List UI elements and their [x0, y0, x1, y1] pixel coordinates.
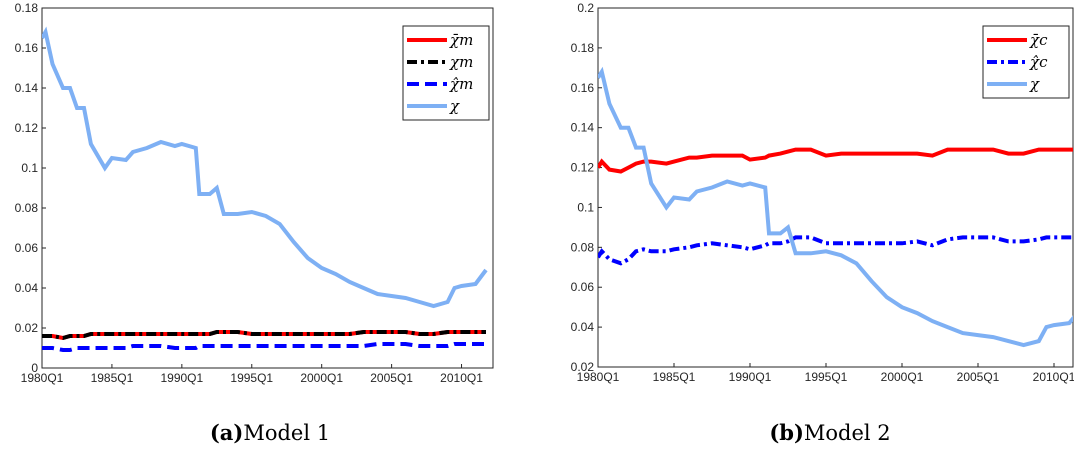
chart: 0 0.02 0.04 0.06 0.08 0.1 0.12 0.14 0.16 0.18 1980… — [15, 1, 494, 445]
y-tick-label: 0.06 — [571, 280, 595, 294]
y-tick-label: 0.18 — [15, 1, 39, 15]
y-tick-label: 0.18 — [571, 41, 595, 55]
caption-label: (a) — [210, 420, 243, 445]
y-tick-label: 0.12 — [15, 121, 39, 135]
x-tick-label: 1980Q1 — [577, 370, 620, 384]
caption-text: Model 1 — [243, 421, 330, 445]
caption-text: Model 2 — [804, 421, 891, 445]
caption-label: (b) — [769, 420, 804, 445]
legend-label: χm — [449, 53, 473, 71]
legend-label: χ — [1029, 75, 1040, 93]
y-tick-label: 0.16 — [571, 81, 595, 95]
series-line — [42, 26, 488, 309]
x-tick-label: 1985Q1 — [91, 371, 134, 385]
x-tick-label: 2010Q1 — [440, 371, 483, 385]
x-tick-label: 1990Q1 — [729, 370, 772, 384]
y-tick-label: 0.1 — [21, 161, 38, 175]
y-tick-label: 0.14 — [571, 121, 595, 135]
caption: (a)Model 1 — [210, 420, 330, 445]
legend-label: χ̄c — [1029, 31, 1048, 49]
x-tick-label: 1990Q1 — [160, 371, 203, 385]
series-line — [598, 235, 1073, 266]
lines — [598, 66, 1073, 348]
x-tick-label: 2010Q1 — [1033, 370, 1074, 384]
x-tick-label: 1995Q1 — [805, 370, 848, 384]
x-tick-label: 2005Q1 — [957, 370, 1000, 384]
series-line — [42, 342, 486, 352]
legend-label: χ̄m — [449, 31, 473, 49]
y-tick-label: 0.2 — [577, 1, 594, 15]
series-line — [42, 330, 486, 341]
x-tick-label: 1985Q1 — [653, 370, 696, 384]
caption: (b)Model 2 — [769, 420, 890, 445]
lines — [42, 26, 488, 352]
x-tick-label: 2005Q1 — [370, 371, 413, 385]
x-tick-label: 1980Q1 — [21, 371, 64, 385]
y-tick-label: 0.16 — [15, 41, 39, 55]
y-tick-label: 0.04 — [571, 320, 595, 334]
legend-label: χ — [449, 97, 460, 115]
y-tick-label: 0.08 — [15, 201, 39, 215]
legend-label: χ̂m — [449, 75, 473, 93]
y-tick-label: 0.12 — [571, 161, 595, 175]
y-tick-label: 0.02 — [15, 321, 39, 335]
y-tick-label: 0.06 — [15, 241, 39, 255]
y-tick-label: 0.02 — [571, 360, 595, 374]
chart: 0.02 0.04 0.06 0.08 0.1 0.12 0.14 0.16 0.18 0.2 19… — [571, 1, 1074, 445]
y-tick-label: 0 — [31, 361, 38, 375]
y-tick-label: 0.14 — [15, 81, 39, 95]
x-tick-label: 2000Q1 — [300, 371, 343, 385]
series-line — [598, 66, 1073, 348]
x-tick-label: 2000Q1 — [881, 370, 924, 384]
y-tick-label: 0.04 — [15, 281, 39, 295]
series-line — [598, 147, 1073, 174]
y-tick-label: 0.1 — [577, 200, 594, 214]
legend-label: χ̂c — [1029, 53, 1048, 71]
x-tick-label: 1995Q1 — [230, 371, 273, 385]
y-tick-label: 0.08 — [571, 240, 595, 254]
